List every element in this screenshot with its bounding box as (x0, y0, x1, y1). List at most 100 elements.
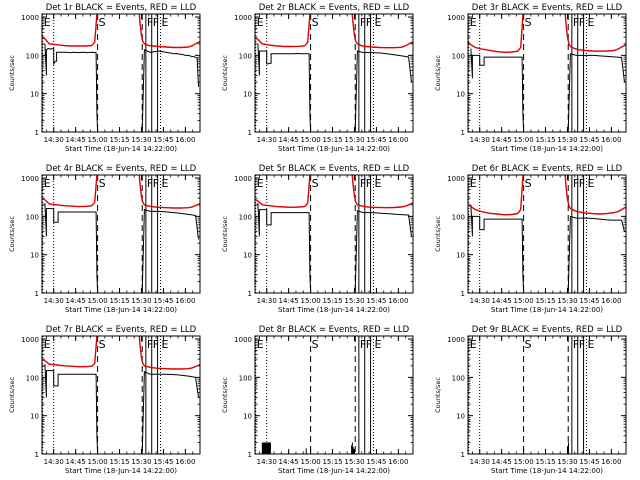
marker-label: F (579, 16, 585, 29)
x-tick-label: 15:30 (344, 297, 364, 305)
marker-label: F (573, 16, 579, 29)
panel-3: Det 3r BLACK = Events, RED = LLD Counts/s… (434, 3, 627, 153)
marker-label: S (312, 177, 319, 190)
y-axis-label: Counts/sec (8, 377, 16, 413)
panel-7: Det 7r BLACK = Events, RED = LLD Counts/s… (8, 325, 201, 475)
x-tick-label: 15:15 (109, 458, 129, 466)
y-axis-label: Counts/sec (434, 377, 442, 413)
y-axis-label: Counts/sec (8, 55, 16, 91)
y-tick-label: 1000 (234, 336, 252, 344)
marker-label: F (147, 16, 153, 29)
y-tick-label: 10 (456, 91, 465, 99)
x-axis-label: Start Time (18-Jun-14 14:22:00) (65, 306, 177, 314)
marker-label: E (44, 177, 51, 190)
series-group (567, 442, 569, 454)
marker-label: E (375, 338, 382, 351)
y-tick-label: 1000 (234, 175, 252, 183)
marker-label: F (153, 177, 159, 190)
x-tick-label: 14:45 (66, 136, 86, 144)
series-line-lld (255, 14, 413, 49)
x-tick-label: 15:15 (322, 136, 342, 144)
series-line-lld (468, 175, 626, 216)
x-axis-label: Start Time (18-Jun-14 14:22:00) (491, 467, 603, 475)
marker-label: F (360, 177, 366, 190)
marker-label: F (147, 338, 153, 351)
marker-label: F (579, 338, 585, 351)
y-tick-label: 1000 (447, 336, 465, 344)
series-line-lld (42, 336, 200, 370)
x-tick-label: 15:00 (300, 297, 320, 305)
x-tick-label: 16:00 (601, 297, 621, 305)
x-tick-label: 15:45 (366, 297, 386, 305)
x-tick-label: 15:30 (557, 297, 577, 305)
y-tick-label: 10 (30, 252, 39, 260)
series-line-events (261, 442, 355, 454)
y-tick-label: 1 (35, 451, 39, 459)
x-tick-label: 14:45 (66, 458, 86, 466)
plot-frame (254, 13, 414, 133)
x-tick-label: 15:15 (322, 458, 342, 466)
x-tick-label: 15:15 (109, 297, 129, 305)
x-tick-label: 15:15 (109, 136, 129, 144)
marker-label: F (153, 338, 159, 351)
y-tick-label: 10 (243, 252, 252, 260)
series-line-events (567, 442, 569, 454)
y-tick-label: 1000 (234, 14, 252, 22)
marker-label: F (153, 16, 159, 29)
x-tick-label: 15:45 (579, 297, 599, 305)
x-tick-label: 15:45 (153, 297, 173, 305)
y-tick-label: 1000 (21, 175, 39, 183)
y-tick-label: 1 (248, 290, 252, 298)
y-tick-label: 10 (243, 413, 252, 421)
x-tick-label: 15:15 (535, 458, 555, 466)
y-tick-label: 10 (30, 413, 39, 421)
marker-label: E (257, 16, 264, 29)
series-group (255, 175, 413, 293)
y-tick-label: 10 (30, 91, 39, 99)
marker-label: S (99, 177, 106, 190)
x-tick-label: 14:30 (470, 297, 490, 305)
x-tick-label: 14:45 (66, 297, 86, 305)
plot-frame (467, 335, 627, 455)
y-tick-label: 1 (248, 451, 252, 459)
x-tick-label: 15:45 (366, 458, 386, 466)
series-line-events (44, 43, 199, 132)
x-tick-label: 15:15 (535, 297, 555, 305)
y-tick-label: 10 (456, 252, 465, 260)
x-axis-label: Start Time (18-Jun-14 14:22:00) (65, 145, 177, 153)
panel-title: Det 9r BLACK = Events, RED = LLD (472, 325, 623, 335)
x-tick-label: 16:00 (601, 458, 621, 466)
x-tick-label: 14:30 (257, 297, 277, 305)
series-group (42, 175, 200, 293)
y-tick-label: 100 (26, 52, 39, 60)
panel-title: Det 3r BLACK = Events, RED = LLD (472, 3, 623, 13)
series-group (42, 14, 200, 132)
y-axis-label: Counts/sec (221, 377, 229, 413)
marker-label: E (162, 177, 169, 190)
panel-title: Det 2r BLACK = Events, RED = LLD (259, 3, 410, 13)
marker-label: F (360, 16, 366, 29)
x-axis-label: Start Time (18-Jun-14 14:22:00) (278, 306, 390, 314)
series-line-lld (468, 14, 626, 54)
x-tick-label: 15:45 (153, 136, 173, 144)
x-tick-label: 14:30 (257, 136, 277, 144)
x-tick-label: 14:30 (470, 458, 490, 466)
x-tick-label: 14:30 (44, 136, 64, 144)
panel-title: Det 4r BLACK = Events, RED = LLD (46, 164, 197, 174)
x-tick-label: 16:00 (601, 136, 621, 144)
marker-label: E (375, 16, 382, 29)
marker-label: E (162, 338, 169, 351)
x-tick-label: 14:30 (470, 136, 490, 144)
x-axis-label: Start Time (18-Jun-14 14:22:00) (278, 467, 390, 475)
panel-title: Det 6r BLACK = Events, RED = LLD (472, 164, 623, 174)
x-tick-label: 15:00 (300, 458, 320, 466)
marker-label: F (579, 177, 585, 190)
x-tick-label: 14:30 (257, 458, 277, 466)
y-axis-label: Counts/sec (8, 216, 16, 252)
x-axis-label: Start Time (18-Jun-14 14:22:00) (65, 467, 177, 475)
series-line-events (257, 43, 412, 132)
marker-label: E (470, 177, 477, 190)
panel-8: Det 8r BLACK = Events, RED = LLD Counts/s… (221, 325, 414, 475)
x-tick-label: 16:00 (388, 136, 408, 144)
